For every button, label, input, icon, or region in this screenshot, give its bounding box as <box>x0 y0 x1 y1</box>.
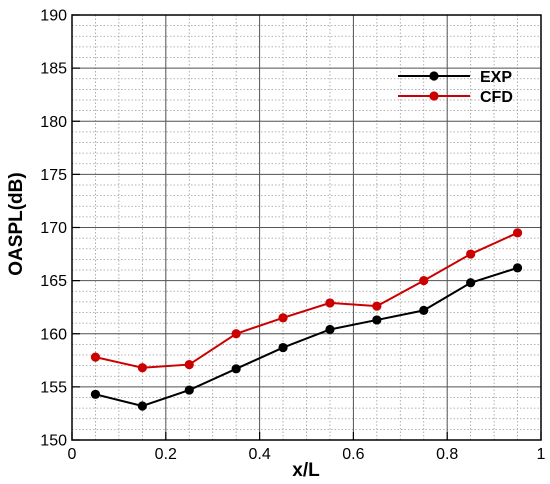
data-point-cfd <box>325 298 335 308</box>
x-tick-label: 0 <box>68 446 77 463</box>
data-point-cfd <box>419 276 429 286</box>
data-point-cfd <box>184 359 194 370</box>
y-tick-label: 150 <box>40 433 67 450</box>
legend-marker-cfd <box>429 91 439 101</box>
data-point-cfd <box>372 301 382 311</box>
y-tick-label: 180 <box>40 114 67 131</box>
data-point-exp <box>512 263 523 273</box>
data-point-exp <box>325 324 335 335</box>
data-point-exp <box>231 364 241 374</box>
y-tick-label: 170 <box>40 220 67 237</box>
axes: 0 0.2 0.4 0.6 0.8 1 150 155 160 165 170 175 180 185 19… <box>40 8 545 464</box>
data-point-cfd <box>137 363 147 373</box>
y-tick-label: 190 <box>40 8 67 25</box>
x-tick-label: 0.6 <box>342 446 364 463</box>
y-tick-label: 165 <box>40 273 67 290</box>
data-point-cfd <box>278 313 288 323</box>
data-point-exp <box>466 278 476 288</box>
x-tick-label: 0.4 <box>248 446 270 463</box>
data-point-exp <box>372 315 382 325</box>
x-tick-label: 0.2 <box>155 446 177 463</box>
x-tick-label: 0.8 <box>436 446 458 463</box>
data-point-cfd <box>512 228 523 238</box>
legend-label-cfd: CFD <box>480 89 513 106</box>
y-tick-label: 155 <box>40 379 67 396</box>
legend-marker-exp <box>429 71 439 81</box>
y-tick-label: 185 <box>40 61 67 78</box>
legend-label-exp: EXP <box>480 69 512 86</box>
y-tick-label: 160 <box>40 326 67 343</box>
series-line-exp <box>95 266 518 408</box>
y-tick-label: 175 <box>40 167 67 184</box>
y-axis-title: OASPL(dB) <box>6 172 27 275</box>
data-point-exp <box>184 385 194 395</box>
series-group <box>90 228 523 411</box>
x-tick-label: 1 <box>537 446 546 463</box>
data-point-cfd <box>466 249 476 259</box>
data-point-exp <box>137 401 147 411</box>
data-point-cfd <box>90 352 101 362</box>
data-point-exp <box>278 342 288 353</box>
data-point-exp <box>90 389 101 399</box>
grid <box>71 14 542 441</box>
series-line-cfd <box>95 231 518 369</box>
data-point-cfd <box>231 329 241 339</box>
x-axis-title: x/L <box>292 460 320 481</box>
legend: EXP CFD <box>398 69 513 106</box>
data-point-exp <box>419 305 429 315</box>
